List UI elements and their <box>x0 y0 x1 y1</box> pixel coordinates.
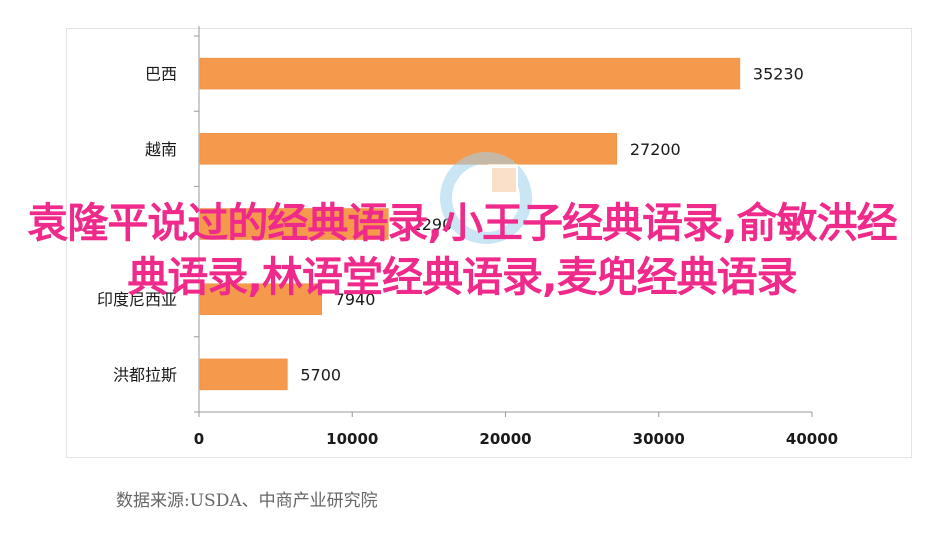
x-tick-label: 30000 <box>633 430 685 448</box>
category-label: 巴西 <box>145 65 177 84</box>
bar-value-label: 12290 <box>401 215 452 234</box>
category-label: 印度尼西亚 <box>97 290 177 309</box>
bar <box>199 283 322 315</box>
overlay-title: 袁隆平说过的经典语录,小王子经典语录,俞敏洪经典语录,林语堂经典语录,麦兜经典语… <box>27 199 897 301</box>
bar <box>199 208 389 240</box>
category-label: 越南 <box>145 140 177 159</box>
x-tick-label: 40000 <box>786 430 838 448</box>
bar-value-label: 27200 <box>630 140 681 159</box>
bar-value-label: 7940 <box>335 290 376 309</box>
watermark-logo-icon <box>440 152 532 244</box>
bar <box>199 57 741 90</box>
x-tick-label: 10000 <box>326 430 378 448</box>
source-note: 数据来源:USDA、中商产业研究院 <box>116 491 378 511</box>
bar-value-label: 5700 <box>300 365 341 384</box>
bar <box>199 358 288 391</box>
x-tick-label: 0 <box>194 430 204 448</box>
category-label: 洪都拉斯 <box>113 365 177 384</box>
bar-value-label: 35230 <box>753 65 804 84</box>
x-tick-label: 20000 <box>479 430 531 448</box>
bar <box>199 133 618 165</box>
chart-frame <box>66 28 912 458</box>
